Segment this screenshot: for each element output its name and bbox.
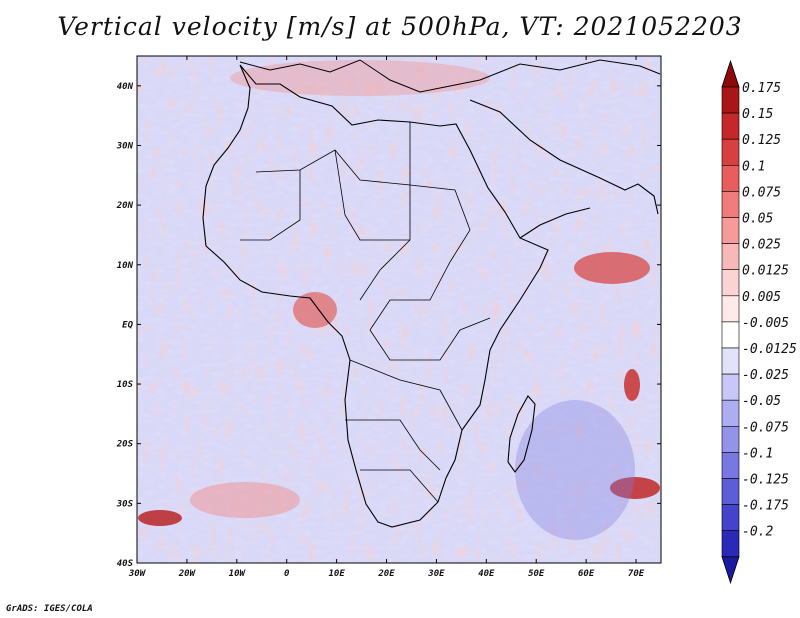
colorbar-swatch [721, 373, 740, 401]
y-tick-label: 40N [117, 82, 134, 92]
colorbar-swatch [721, 399, 740, 427]
colorbar-label: -0.05 [742, 394, 781, 409]
colorbar-label: -0.025 [742, 368, 789, 383]
plot-area [137, 56, 661, 563]
colorbar-swatch [721, 138, 740, 166]
chart-title: Vertical velocity [m/s] at 500hPa, VT: 2… [57, 12, 743, 41]
colorbar-bottom-arrow [721, 556, 740, 585]
x-tick-label: 20W [178, 569, 197, 579]
colorbar-swatch [721, 425, 740, 453]
europe-coastline [239, 59, 661, 93]
y-tick-label: 20S [116, 440, 134, 450]
x-tick-label: 40E [478, 569, 495, 579]
y-tick-label: 30S [116, 499, 134, 509]
madagascar-coastline [507, 395, 536, 473]
x-tick-label: 60E [578, 569, 595, 579]
colorbar-label: -0.1 [742, 446, 773, 461]
arabia-coastline [469, 99, 659, 239]
y-tick-label: 20N [116, 201, 134, 211]
colorbar-label: -0.075 [742, 420, 789, 435]
colorbar-swatch [721, 191, 740, 218]
colorbar-label: -0.125 [742, 473, 789, 488]
colorbar-swatch [721, 165, 740, 192]
colorbar-label: -0.175 [742, 499, 789, 514]
colorbar-label: 0.005 [742, 290, 781, 305]
y-tick-label: 40S [117, 559, 134, 569]
colorbar-swatch [721, 347, 740, 375]
colorbar-label: -0.005 [742, 316, 789, 331]
x-tick-label: 70E [628, 569, 645, 579]
x-tick-label: 10E [328, 569, 345, 579]
colorbar-swatch [721, 530, 740, 558]
descent-swirl-southeast [515, 400, 635, 540]
grads-credit: GrADS: IGES/COLA [6, 604, 93, 614]
plot-frame [136, 55, 662, 564]
ascent-band-mediterranean [230, 60, 490, 96]
colorbar-swatch [721, 321, 740, 349]
colorbar-label: 0.025 [742, 238, 781, 253]
colorbar-label: -0.2 [742, 525, 773, 540]
colorbar-label: 0.15 [742, 107, 773, 122]
colorbar-swatch [721, 478, 740, 505]
colorbar-label: 0.05 [742, 212, 773, 227]
y-tick-label: 10S [117, 380, 134, 390]
colorbar-label: 0.125 [742, 133, 781, 148]
x-tick-label: 20E [377, 569, 395, 579]
colorbar-swatch [721, 504, 740, 532]
country-borders [240, 122, 491, 503]
colorbar-label: 0.175 [742, 81, 781, 96]
colorbar-swatch [721, 452, 740, 479]
y-tick-label: EQ [122, 320, 133, 330]
colorbar-label: 0.1 [742, 159, 765, 174]
y-tick-label: 10N [117, 261, 134, 271]
colorbar-label: 0.0125 [742, 264, 789, 279]
colorbar-swatch [721, 243, 740, 271]
ascent-band-southwest [190, 482, 300, 518]
colorbar: 0.175 0.15 0.125 0.1 0.075 0.05 0.025 0.0125 0.0… [721, 59, 797, 585]
y-axis-ticks: 40N 30N 20N 10N EQ 10S 20S 30S 40S [116, 82, 661, 569]
x-tick-label: 50E [528, 569, 545, 579]
x-axis-ticks: 30W 20W 10W 0 10E 20E 30E 40E 50E 60E 70E [128, 56, 645, 579]
colorbar-label: -0.0125 [742, 342, 797, 357]
ascent-patch-arabian-sea [574, 252, 650, 284]
colorbar-swatch [721, 112, 740, 140]
colorbar-top-arrow [721, 59, 740, 88]
ascent-patch-southwest [138, 510, 182, 526]
colorbar-label: 0.075 [742, 185, 781, 200]
y-tick-label: 30N [116, 141, 134, 151]
colorbar-swatch [721, 217, 740, 244]
ascent-patch-southeast [610, 477, 660, 499]
ascent-patch-madagascar-east [624, 369, 640, 401]
colorbar-swatch [721, 86, 740, 114]
colorbar-swatch [721, 295, 740, 323]
field-texture-ascent [137, 56, 661, 563]
x-tick-label: 30E [427, 569, 445, 579]
x-tick-label: 10W [229, 569, 247, 579]
colorbar-swatch [721, 269, 740, 297]
x-tick-label: 30W [128, 569, 147, 579]
x-tick-label: 0 [284, 569, 290, 579]
